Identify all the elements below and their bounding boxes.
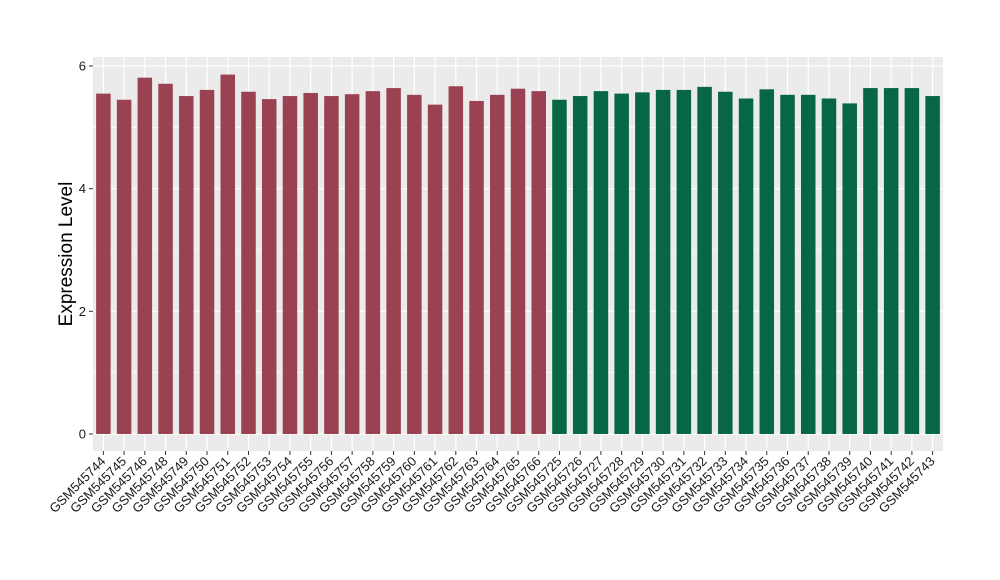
bar-GSM545756 bbox=[324, 96, 339, 434]
y-tick-label: 6 bbox=[79, 59, 86, 74]
bar-GSM545727 bbox=[593, 91, 609, 434]
y-axis: 0 2 4 6 bbox=[79, 59, 93, 442]
bar-GSM545731 bbox=[676, 89, 692, 435]
bar-GSM545765 bbox=[510, 88, 526, 435]
bar-GSM545743 bbox=[925, 96, 940, 434]
bar-GSM545761 bbox=[427, 104, 443, 434]
bar-GSM545739 bbox=[842, 103, 857, 434]
bar-GSM545748 bbox=[158, 83, 173, 434]
bar-GSM545758 bbox=[365, 91, 381, 434]
bar-GSM545735 bbox=[759, 89, 775, 434]
bar-GSM545750 bbox=[199, 89, 215, 435]
bar-GSM545762 bbox=[448, 86, 464, 435]
bar-GSM545738 bbox=[821, 98, 837, 435]
y-tick-label: 0 bbox=[79, 427, 86, 442]
bar-GSM545744 bbox=[96, 93, 111, 434]
bar-GSM545736 bbox=[780, 94, 795, 435]
bars bbox=[96, 74, 940, 435]
y-tick-label: 4 bbox=[79, 181, 86, 196]
bar-GSM545766 bbox=[531, 91, 546, 434]
bar-GSM545764 bbox=[490, 94, 505, 435]
bar-GSM545751 bbox=[220, 74, 236, 434]
bar-GSM545753 bbox=[261, 99, 277, 435]
bar-GSM545746 bbox=[137, 77, 153, 435]
bar-GSM545763 bbox=[469, 100, 484, 435]
bar-GSM545732 bbox=[697, 86, 712, 434]
bar-GSM545726 bbox=[572, 96, 588, 434]
bar-GSM545733 bbox=[718, 91, 733, 434]
bar-GSM545725 bbox=[552, 99, 567, 434]
bar-GSM545740 bbox=[863, 88, 878, 434]
bar-GSM545749 bbox=[179, 96, 194, 434]
bar-GSM545760 bbox=[407, 94, 422, 435]
bar-GSM545745 bbox=[116, 99, 132, 434]
bar-GSM545729 bbox=[635, 92, 650, 434]
bar-GSM545755 bbox=[303, 92, 318, 434]
bar-GSM545741 bbox=[883, 88, 899, 434]
bar-GSM545737 bbox=[800, 94, 816, 435]
bar-GSM545734 bbox=[738, 98, 754, 435]
bar-GSM545728 bbox=[614, 93, 629, 434]
bar-GSM545757 bbox=[344, 94, 360, 435]
bar-GSM545759 bbox=[386, 88, 401, 434]
bar-GSM545742 bbox=[904, 88, 920, 434]
bar-GSM545754 bbox=[282, 96, 298, 434]
x-axis: GSM545744GSM545745GSM545746GSM545748GSM5… bbox=[46, 451, 938, 516]
y-tick-label: 2 bbox=[79, 304, 86, 319]
bar-GSM545752 bbox=[241, 91, 256, 434]
bar-GSM545730 bbox=[655, 89, 671, 435]
y-axis-title: Expression Level bbox=[56, 182, 77, 327]
